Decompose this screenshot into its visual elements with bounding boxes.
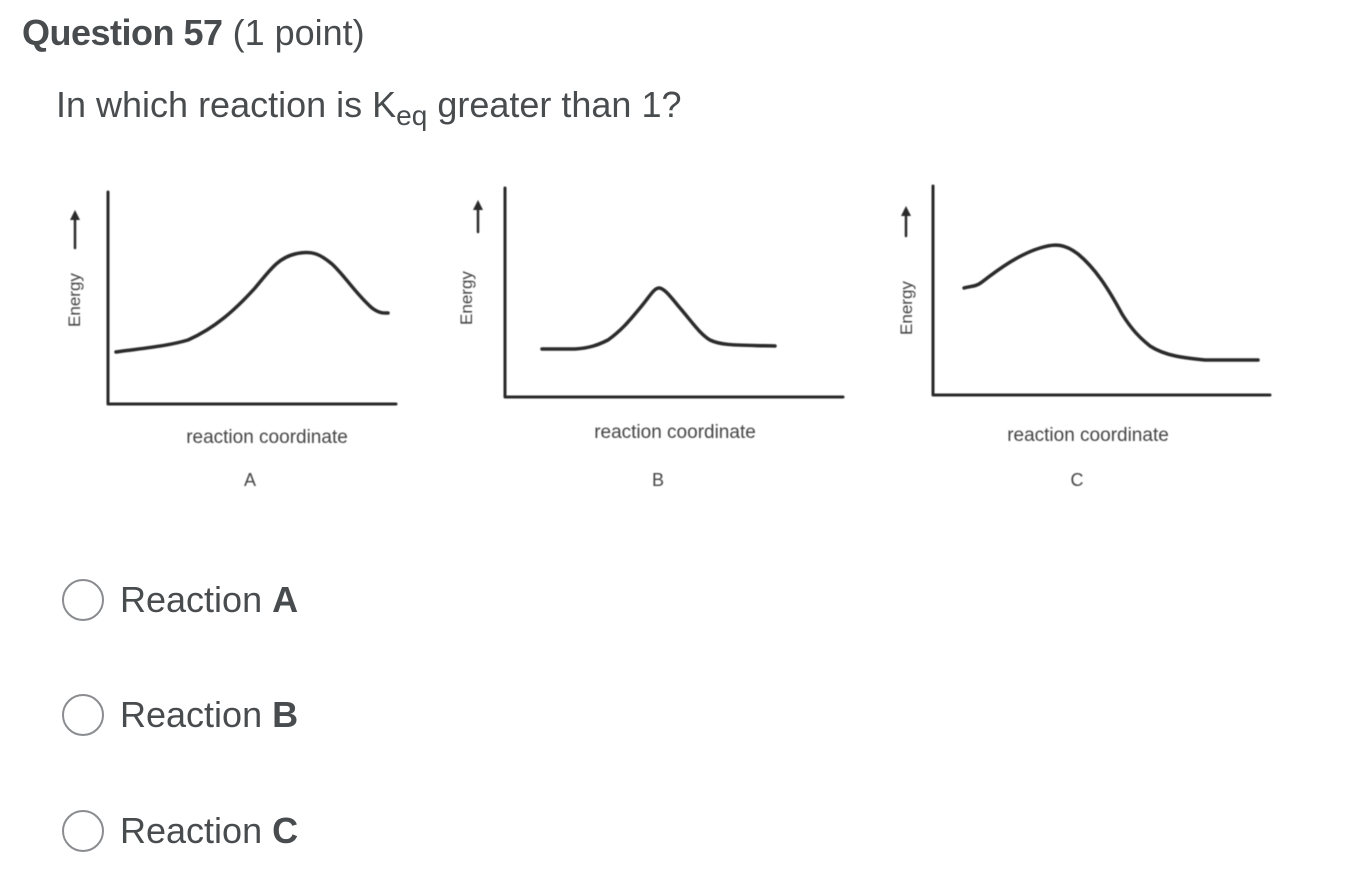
energy-arrow-head <box>473 200 483 210</box>
panel-letter: C <box>1071 470 1084 490</box>
radio-button[interactable] <box>62 694 104 736</box>
panel-letter: B <box>652 470 664 490</box>
y-axis-line <box>106 190 398 406</box>
reaction-curve-a <box>114 250 390 354</box>
energy-arrow-head <box>70 210 80 220</box>
choice-letter: B <box>272 694 299 735</box>
prompt-text-after: greater than 1? <box>427 84 682 125</box>
diagram-panel-c: Energy reaction coordinate C <box>897 184 1272 490</box>
question-points: (1 point) <box>232 12 365 53</box>
y-axis-line <box>503 186 845 399</box>
choice-letter: A <box>272 579 299 620</box>
choice-reaction-b[interactable]: Reaction B <box>62 689 298 741</box>
choice-prefix: Reaction <box>120 694 273 735</box>
choice-prefix: Reaction <box>120 579 273 620</box>
question-number: Question 57 <box>22 12 223 53</box>
y-axis-line <box>931 184 1272 397</box>
choice-label[interactable]: Reaction C <box>120 810 298 852</box>
radio-button[interactable] <box>62 579 104 621</box>
energy-arrow-head <box>901 206 911 216</box>
choice-letter: C <box>272 810 299 851</box>
x-axis-label: reaction coordinate <box>1007 425 1169 446</box>
radio-button[interactable] <box>62 810 104 852</box>
y-axis-label: Energy <box>65 273 84 327</box>
choice-reaction-a[interactable]: Reaction A <box>62 574 298 626</box>
question-prompt: In which reaction is Keq greater than 1? <box>56 82 682 131</box>
x-axis-label: reaction coordinate <box>186 427 348 448</box>
reaction-curve-b <box>540 286 777 351</box>
choice-label[interactable]: Reaction A <box>120 579 298 621</box>
x-axis-label: reaction coordinate <box>594 422 756 443</box>
question-title: Question 57 (1 point) <box>22 10 365 56</box>
reaction-curve-c <box>962 243 1260 362</box>
prompt-subscript: eq <box>396 100 428 131</box>
prompt-text-before: In which reaction is K <box>56 84 397 125</box>
diagram-panel-a: Energy reaction coordinate A <box>65 190 398 490</box>
panel-letter: A <box>244 470 256 490</box>
y-axis-label: Energy <box>897 281 916 335</box>
y-axis-label: Energy <box>457 271 476 325</box>
choice-label[interactable]: Reaction B <box>120 694 298 736</box>
choice-prefix: Reaction <box>120 810 273 851</box>
energy-diagrams-image: Energy reaction coordinate A Energy reac… <box>50 170 1300 500</box>
choice-reaction-c[interactable]: Reaction C <box>62 805 298 857</box>
diagram-panel-b: Energy reaction coordinate B <box>457 186 845 490</box>
energy-diagrams-svg: Energy reaction coordinate A Energy reac… <box>65 184 1272 490</box>
